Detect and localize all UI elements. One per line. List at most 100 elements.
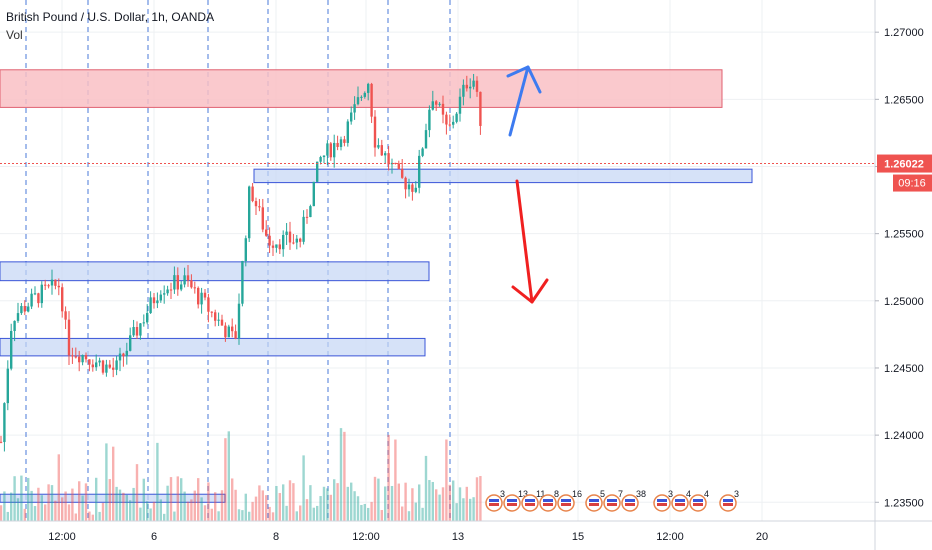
price-axis[interactable]: 1.270001.265001.260001.255001.250001.245… <box>874 0 932 550</box>
event-flag-stripe <box>723 499 733 502</box>
candle-body <box>282 234 285 250</box>
volume-bar <box>339 428 343 521</box>
candle-body <box>74 356 77 358</box>
price-tick-label: 1.25000 <box>884 296 924 308</box>
volume-bar <box>251 501 254 521</box>
event-flag-stripe <box>507 499 517 502</box>
candle-body <box>169 289 173 291</box>
candle-body <box>329 143 332 158</box>
volume-bar <box>112 446 115 521</box>
volume-bar <box>203 505 207 521</box>
volume-bar <box>278 493 281 521</box>
candle-body <box>200 292 203 305</box>
volume-bar <box>20 475 23 521</box>
candle-body <box>278 244 281 250</box>
candle-body <box>387 153 390 165</box>
volume-bar <box>387 434 390 521</box>
volume-bar <box>186 501 190 521</box>
candle-body <box>475 80 479 92</box>
candle-body <box>295 238 298 243</box>
event-flag-stripe <box>589 503 599 506</box>
candle-body <box>465 84 468 89</box>
volume-bar <box>50 485 54 521</box>
volume-bar <box>224 438 227 521</box>
candle-body <box>237 303 241 339</box>
event-flag-stripe <box>543 503 553 506</box>
candle-body <box>231 326 234 332</box>
volume-bar <box>91 514 94 521</box>
candle-body <box>285 231 288 235</box>
volume-bar <box>64 491 67 521</box>
volume-bar <box>3 491 6 521</box>
volume-bar <box>258 485 261 521</box>
time-axis[interactable]: 12:00 6 8 12:00 13 15 12:00 20 <box>0 520 932 543</box>
volume-bar <box>105 443 108 521</box>
candle-body <box>414 187 417 192</box>
volume-bar <box>33 506 37 521</box>
volume-bar <box>163 513 166 521</box>
volume-bar <box>135 464 139 521</box>
candle-body <box>384 153 387 156</box>
symbol-title[interactable]: British Pound / U.S. Dollar, 1h, OANDA <box>6 10 215 24</box>
candle-body <box>149 297 152 314</box>
volume-bar <box>132 487 135 521</box>
arrow-up-icon <box>508 65 530 137</box>
event-count-label: 11 <box>536 489 545 499</box>
volume-bar <box>146 501 149 521</box>
candle-body <box>424 130 428 149</box>
volume-bar <box>370 501 373 521</box>
candle-body <box>472 80 475 87</box>
candle-body <box>462 84 465 97</box>
time-tick-label: 13 <box>452 531 464 543</box>
countdown-label: 09:16 <box>898 178 926 190</box>
volume-bar <box>156 442 159 521</box>
event-flag-stripe <box>693 499 703 502</box>
event-flag-stripe <box>561 499 571 502</box>
candle-body <box>356 97 360 105</box>
candle-body <box>261 207 264 230</box>
candle-body <box>122 353 125 357</box>
volume-bar <box>469 498 472 521</box>
volume-bar <box>95 477 98 521</box>
volume-bar <box>74 513 77 521</box>
candle-body <box>91 364 94 368</box>
candle-body <box>428 109 431 131</box>
volume-bar <box>421 507 424 521</box>
zones[interactable] <box>0 69 753 503</box>
volume-bar <box>418 484 421 521</box>
candle-body <box>30 293 33 307</box>
volume-bar <box>71 488 74 521</box>
volume-bar <box>40 495 43 521</box>
candle-body <box>207 297 210 312</box>
candle-body <box>254 201 258 207</box>
event-count-label: 7 <box>618 489 623 499</box>
event-flag-icon: 7 <box>603 489 623 512</box>
candle-body <box>248 186 251 239</box>
event-flag-stripe <box>507 503 517 506</box>
event-flag-stripe <box>675 499 685 502</box>
candle-body <box>448 124 451 126</box>
time-tick-label: 15 <box>572 531 584 543</box>
volume-bar <box>438 494 441 521</box>
candle-body <box>224 325 227 338</box>
volume-bar <box>108 479 111 521</box>
arrow-down-icon <box>515 179 534 304</box>
volume-bar <box>129 500 132 521</box>
scenario-arrows[interactable] <box>506 65 549 304</box>
event-flag-icon: 3 <box>653 489 673 512</box>
volume-bar <box>414 502 417 521</box>
volume-bar <box>441 487 445 521</box>
support-zone <box>0 261 430 282</box>
candle-body <box>404 177 407 190</box>
event-count-label: 13 <box>518 489 528 499</box>
volume-bar <box>305 499 309 521</box>
time-tick-label: 12:00 <box>352 531 380 543</box>
event-markers[interactable]: 3 13 11 8 16 5 7 38 3 4 4 3 <box>485 489 739 512</box>
candle-body <box>142 322 145 324</box>
event-flag-icon: 16 <box>557 489 582 512</box>
candle-body <box>81 355 84 363</box>
volume-bar <box>244 493 247 521</box>
volume-bar <box>458 487 462 521</box>
volume-bar <box>390 485 394 521</box>
